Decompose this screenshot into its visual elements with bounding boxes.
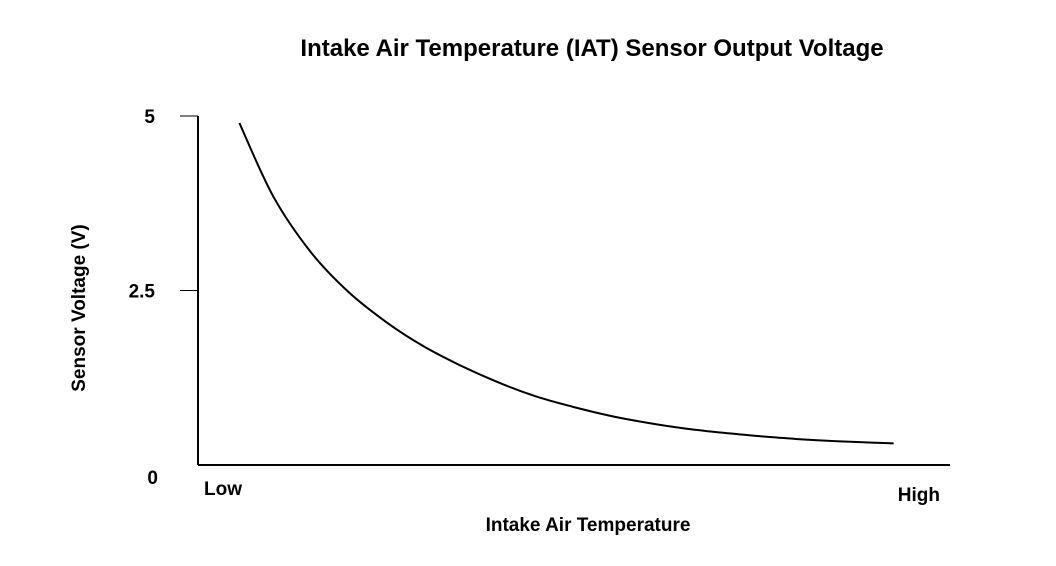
chart-title: Intake Air Temperature (IAT) Sensor Outp… xyxy=(300,35,883,62)
y-axis-label: Sensor Voltage (V) xyxy=(69,224,90,392)
y-tick-label: 5 xyxy=(144,107,155,128)
y-tick-label: 2.5 xyxy=(129,282,156,303)
x-tick-label-low: Low xyxy=(204,479,242,500)
y-ticks: 52.50 xyxy=(129,107,198,489)
y-tick-label: 0 xyxy=(147,468,158,489)
series-line-sensor-voltage xyxy=(238,122,894,445)
x-axis-label: Intake Air Temperature xyxy=(486,515,691,536)
x-tick-label-high: High xyxy=(898,485,940,506)
